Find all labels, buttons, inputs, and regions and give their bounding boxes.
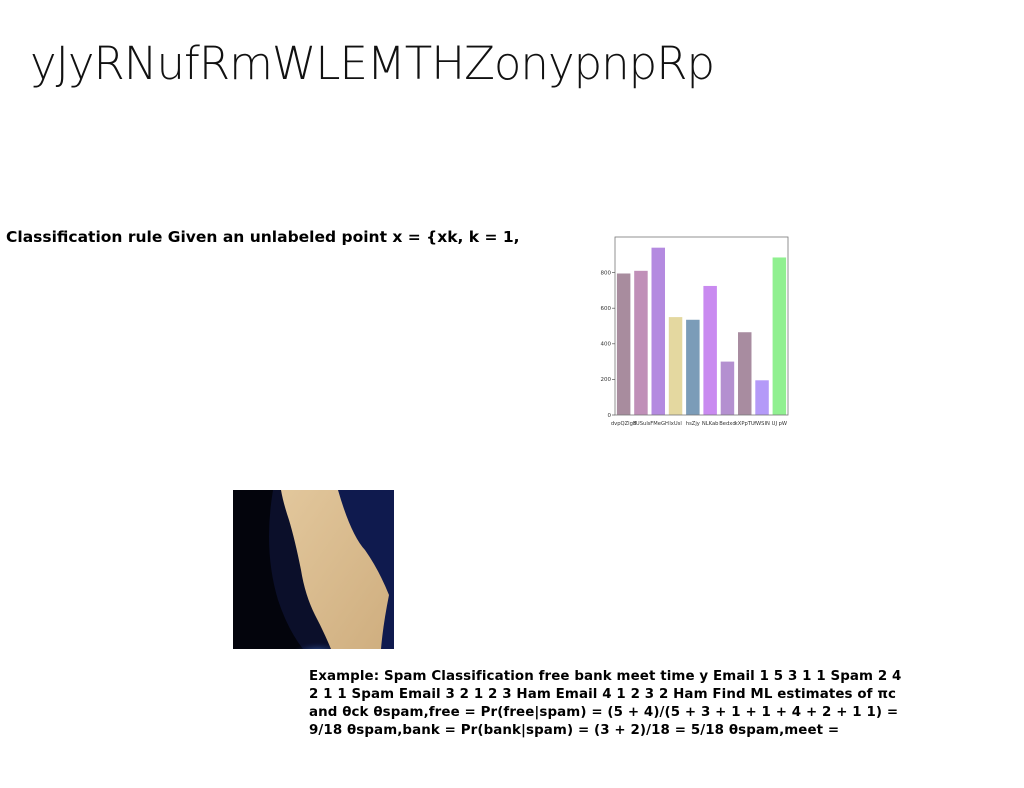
bar-8	[755, 380, 769, 415]
y-tick-label: 200	[601, 377, 612, 383]
x-tick-label: sFMeGH	[648, 421, 669, 427]
x-tick-label: hsZjy	[686, 421, 700, 427]
x-tick-label: Bedxd	[719, 421, 735, 427]
bar-2	[651, 247, 665, 415]
x-tick-label: fWSIN	[754, 421, 770, 427]
x-tick-label: kXPpTU	[735, 421, 755, 427]
x-tick-label: fUSul	[634, 421, 648, 427]
bar-0	[616, 273, 631, 415]
x-tick-label: UJ pW	[772, 421, 787, 427]
classification-rule-text: Classification rule Given an unlabeled p…	[6, 228, 520, 246]
y-tick-label: 800	[601, 270, 612, 276]
bar-7	[738, 332, 752, 415]
bar-5	[703, 285, 717, 415]
y-tick-label: 0	[608, 413, 612, 419]
canyon-photo	[233, 490, 394, 660]
x-tick-label: NLKab	[702, 421, 719, 427]
x-tick-label: dvpQZlgB	[611, 421, 637, 427]
bar-1	[634, 270, 648, 415]
spam-example-text: Example: Spam Classification free bank m…	[309, 669, 902, 738]
y-tick-label: 400	[601, 342, 612, 348]
bar-chart: dvpQZlgB fUSul sFMeGH lxUsl hsZjy NLKab Bedxd k…	[596, 230, 796, 432]
slide-title: yJyRNufRmWLEMTHZonypnpRp	[30, 37, 715, 90]
y-tick-label: 600	[601, 306, 612, 312]
plot-frame	[614, 236, 789, 416]
bar-3	[668, 317, 683, 415]
bar-9	[772, 257, 787, 415]
bar-4	[686, 319, 700, 415]
x-tick-label: lxUsl	[669, 421, 681, 427]
bars-layer	[616, 247, 787, 415]
canyon-image	[233, 490, 394, 660]
bar-6	[720, 361, 735, 415]
